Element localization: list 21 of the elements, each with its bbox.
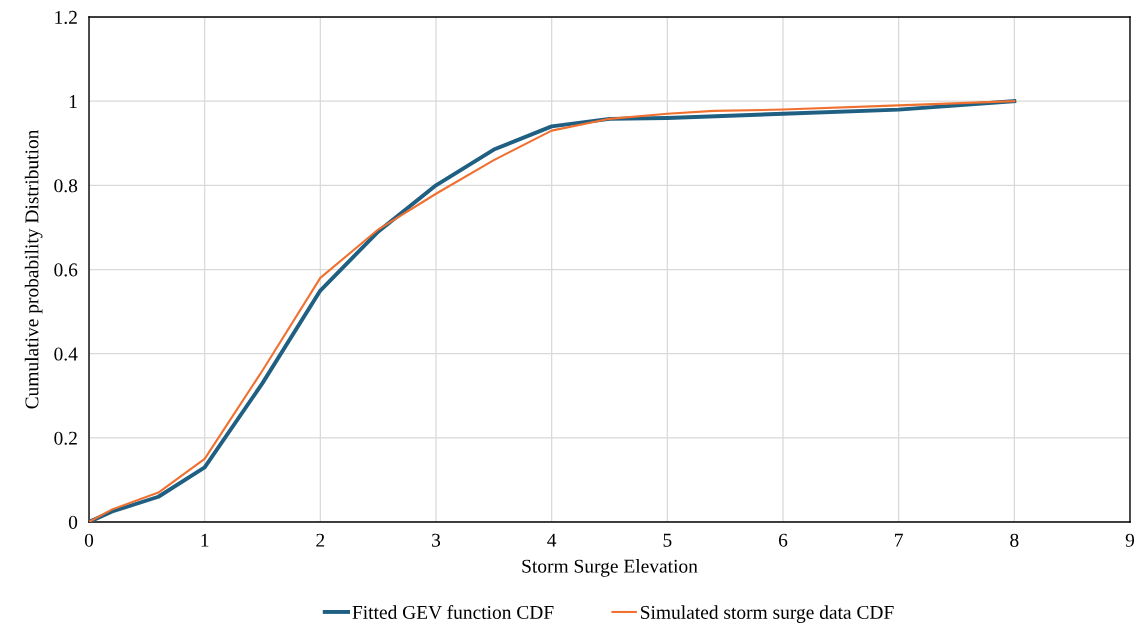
y-tick-label: 1 (69, 95, 77, 108)
x-tick-label: 7 (895, 533, 903, 547)
y-tick-label: 0.4 (54, 347, 78, 361)
legend-label: Simulated storm surge data CDF (641, 605, 894, 623)
y-axis-title: Cumulative probability Distribution (24, 129, 43, 409)
y-tick-label: 0 (68, 515, 78, 529)
x-tick-label: 0 (84, 533, 94, 547)
y-tick-label: 0.8 (54, 179, 78, 193)
legend-label: Fitted GEV function CDF (352, 605, 554, 620)
x-tick-label: 9 (1125, 533, 1135, 547)
x-tick-label: 2 (316, 533, 325, 547)
x-tick-label: 8 (1010, 533, 1019, 547)
x-tick-label: 6 (778, 533, 788, 547)
y-tick-label: 1.2 (55, 10, 77, 25)
x-tick-label: 4 (547, 533, 557, 547)
x-tick-label: 5 (663, 533, 672, 547)
x-axis-title: Storm Surge Elevation (522, 559, 698, 577)
y-tick-label: 0.2 (54, 431, 77, 445)
x-tick-label: 1 (201, 533, 209, 547)
y-tick-label: 0.6 (54, 263, 78, 277)
x-tick-label: 3 (432, 533, 441, 547)
